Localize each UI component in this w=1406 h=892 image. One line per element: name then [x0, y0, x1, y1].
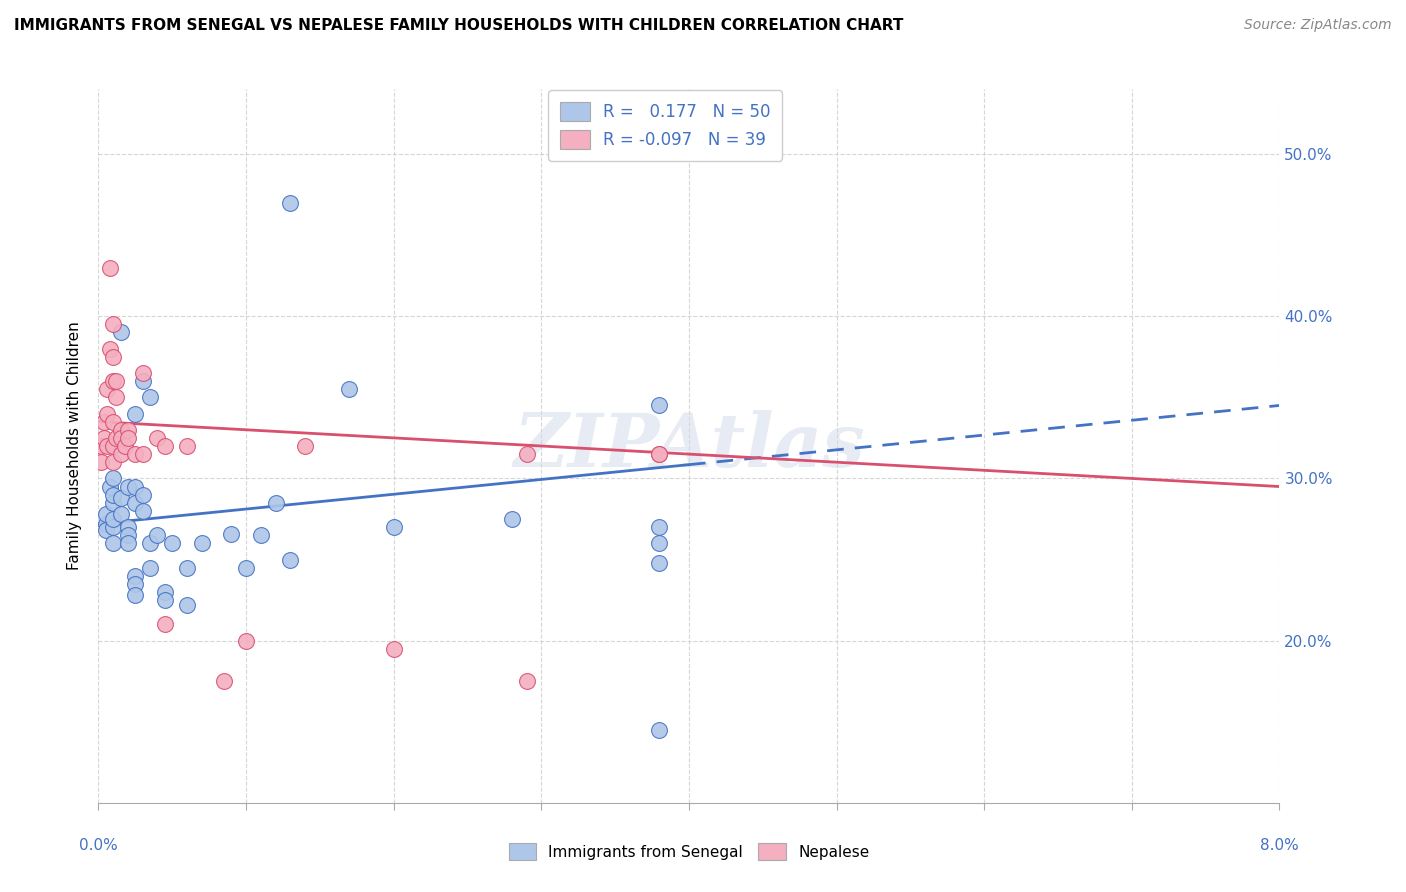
Point [105, 374, 128, 388]
Point [176, 439, 198, 453]
Point [117, 431, 139, 445]
Point [235, 633, 257, 648]
Point [114, 439, 136, 453]
Point [110, 326, 132, 340]
Point [235, 560, 257, 574]
Point [103, 512, 125, 526]
Point [103, 496, 125, 510]
Point [146, 528, 169, 542]
Point [124, 407, 146, 421]
Point [103, 350, 125, 364]
Text: 8.0%: 8.0% [1260, 838, 1299, 854]
Point [648, 447, 671, 461]
Point [96, 382, 118, 396]
Point [132, 374, 155, 388]
Point [648, 447, 671, 461]
Point [103, 374, 125, 388]
Point [124, 479, 146, 493]
Point [110, 447, 132, 461]
Point [103, 439, 125, 453]
Point [117, 536, 139, 550]
Point [264, 496, 287, 510]
Point [124, 577, 146, 591]
Point [117, 423, 139, 437]
Point [94, 516, 117, 531]
Point [501, 512, 523, 526]
Point [191, 536, 214, 550]
Point [278, 552, 302, 566]
Point [103, 471, 125, 485]
Point [337, 382, 360, 396]
Point [139, 536, 162, 550]
Point [103, 318, 125, 332]
Point [219, 526, 242, 541]
Point [110, 431, 132, 445]
Point [94, 524, 117, 538]
Point [90, 439, 112, 453]
Point [96, 407, 118, 421]
Point [139, 390, 162, 404]
Point [153, 617, 176, 632]
Point [212, 674, 235, 689]
Point [103, 520, 125, 534]
Text: Source: ZipAtlas.com: Source: ZipAtlas.com [1244, 18, 1392, 32]
Point [117, 479, 139, 493]
Point [132, 366, 155, 380]
Point [153, 593, 176, 607]
Point [124, 496, 146, 510]
Point [124, 588, 146, 602]
Point [98, 479, 121, 493]
Point [94, 507, 117, 521]
Point [110, 423, 132, 437]
Legend: Immigrants from Senegal, Nepalese: Immigrants from Senegal, Nepalese [502, 837, 876, 866]
Point [93, 431, 115, 445]
Point [103, 455, 125, 469]
Point [132, 504, 155, 518]
Point [103, 536, 125, 550]
Point [124, 447, 146, 461]
Point [648, 399, 671, 413]
Point [648, 723, 671, 737]
Point [146, 431, 169, 445]
Y-axis label: Family Households with Children: Family Households with Children [67, 322, 83, 570]
Point [117, 520, 139, 534]
Point [648, 536, 671, 550]
Point [176, 560, 198, 574]
Point [117, 528, 139, 542]
Point [132, 447, 155, 461]
Text: 0.0%: 0.0% [79, 838, 118, 854]
Point [105, 431, 128, 445]
Point [96, 439, 118, 453]
Point [98, 342, 121, 356]
Point [515, 447, 537, 461]
Point [90, 455, 112, 469]
Point [103, 488, 125, 502]
Point [110, 507, 132, 521]
Point [278, 195, 302, 210]
Point [93, 415, 115, 429]
Point [153, 585, 176, 599]
Point [648, 556, 671, 570]
Point [124, 568, 146, 582]
Point [162, 536, 183, 550]
Point [648, 520, 671, 534]
Point [98, 260, 121, 275]
Point [176, 598, 198, 612]
Point [139, 560, 162, 574]
Text: IMMIGRANTS FROM SENEGAL VS NEPALESE FAMILY HOUSEHOLDS WITH CHILDREN CORRELATION : IMMIGRANTS FROM SENEGAL VS NEPALESE FAMI… [14, 18, 904, 33]
Point [105, 390, 128, 404]
Point [382, 520, 405, 534]
Point [103, 415, 125, 429]
Point [515, 674, 537, 689]
Point [110, 491, 132, 505]
Point [382, 641, 405, 656]
Point [153, 439, 176, 453]
Point [294, 439, 316, 453]
Point [132, 488, 155, 502]
Text: ZIPAtlas: ZIPAtlas [513, 409, 865, 483]
Point [250, 528, 273, 542]
